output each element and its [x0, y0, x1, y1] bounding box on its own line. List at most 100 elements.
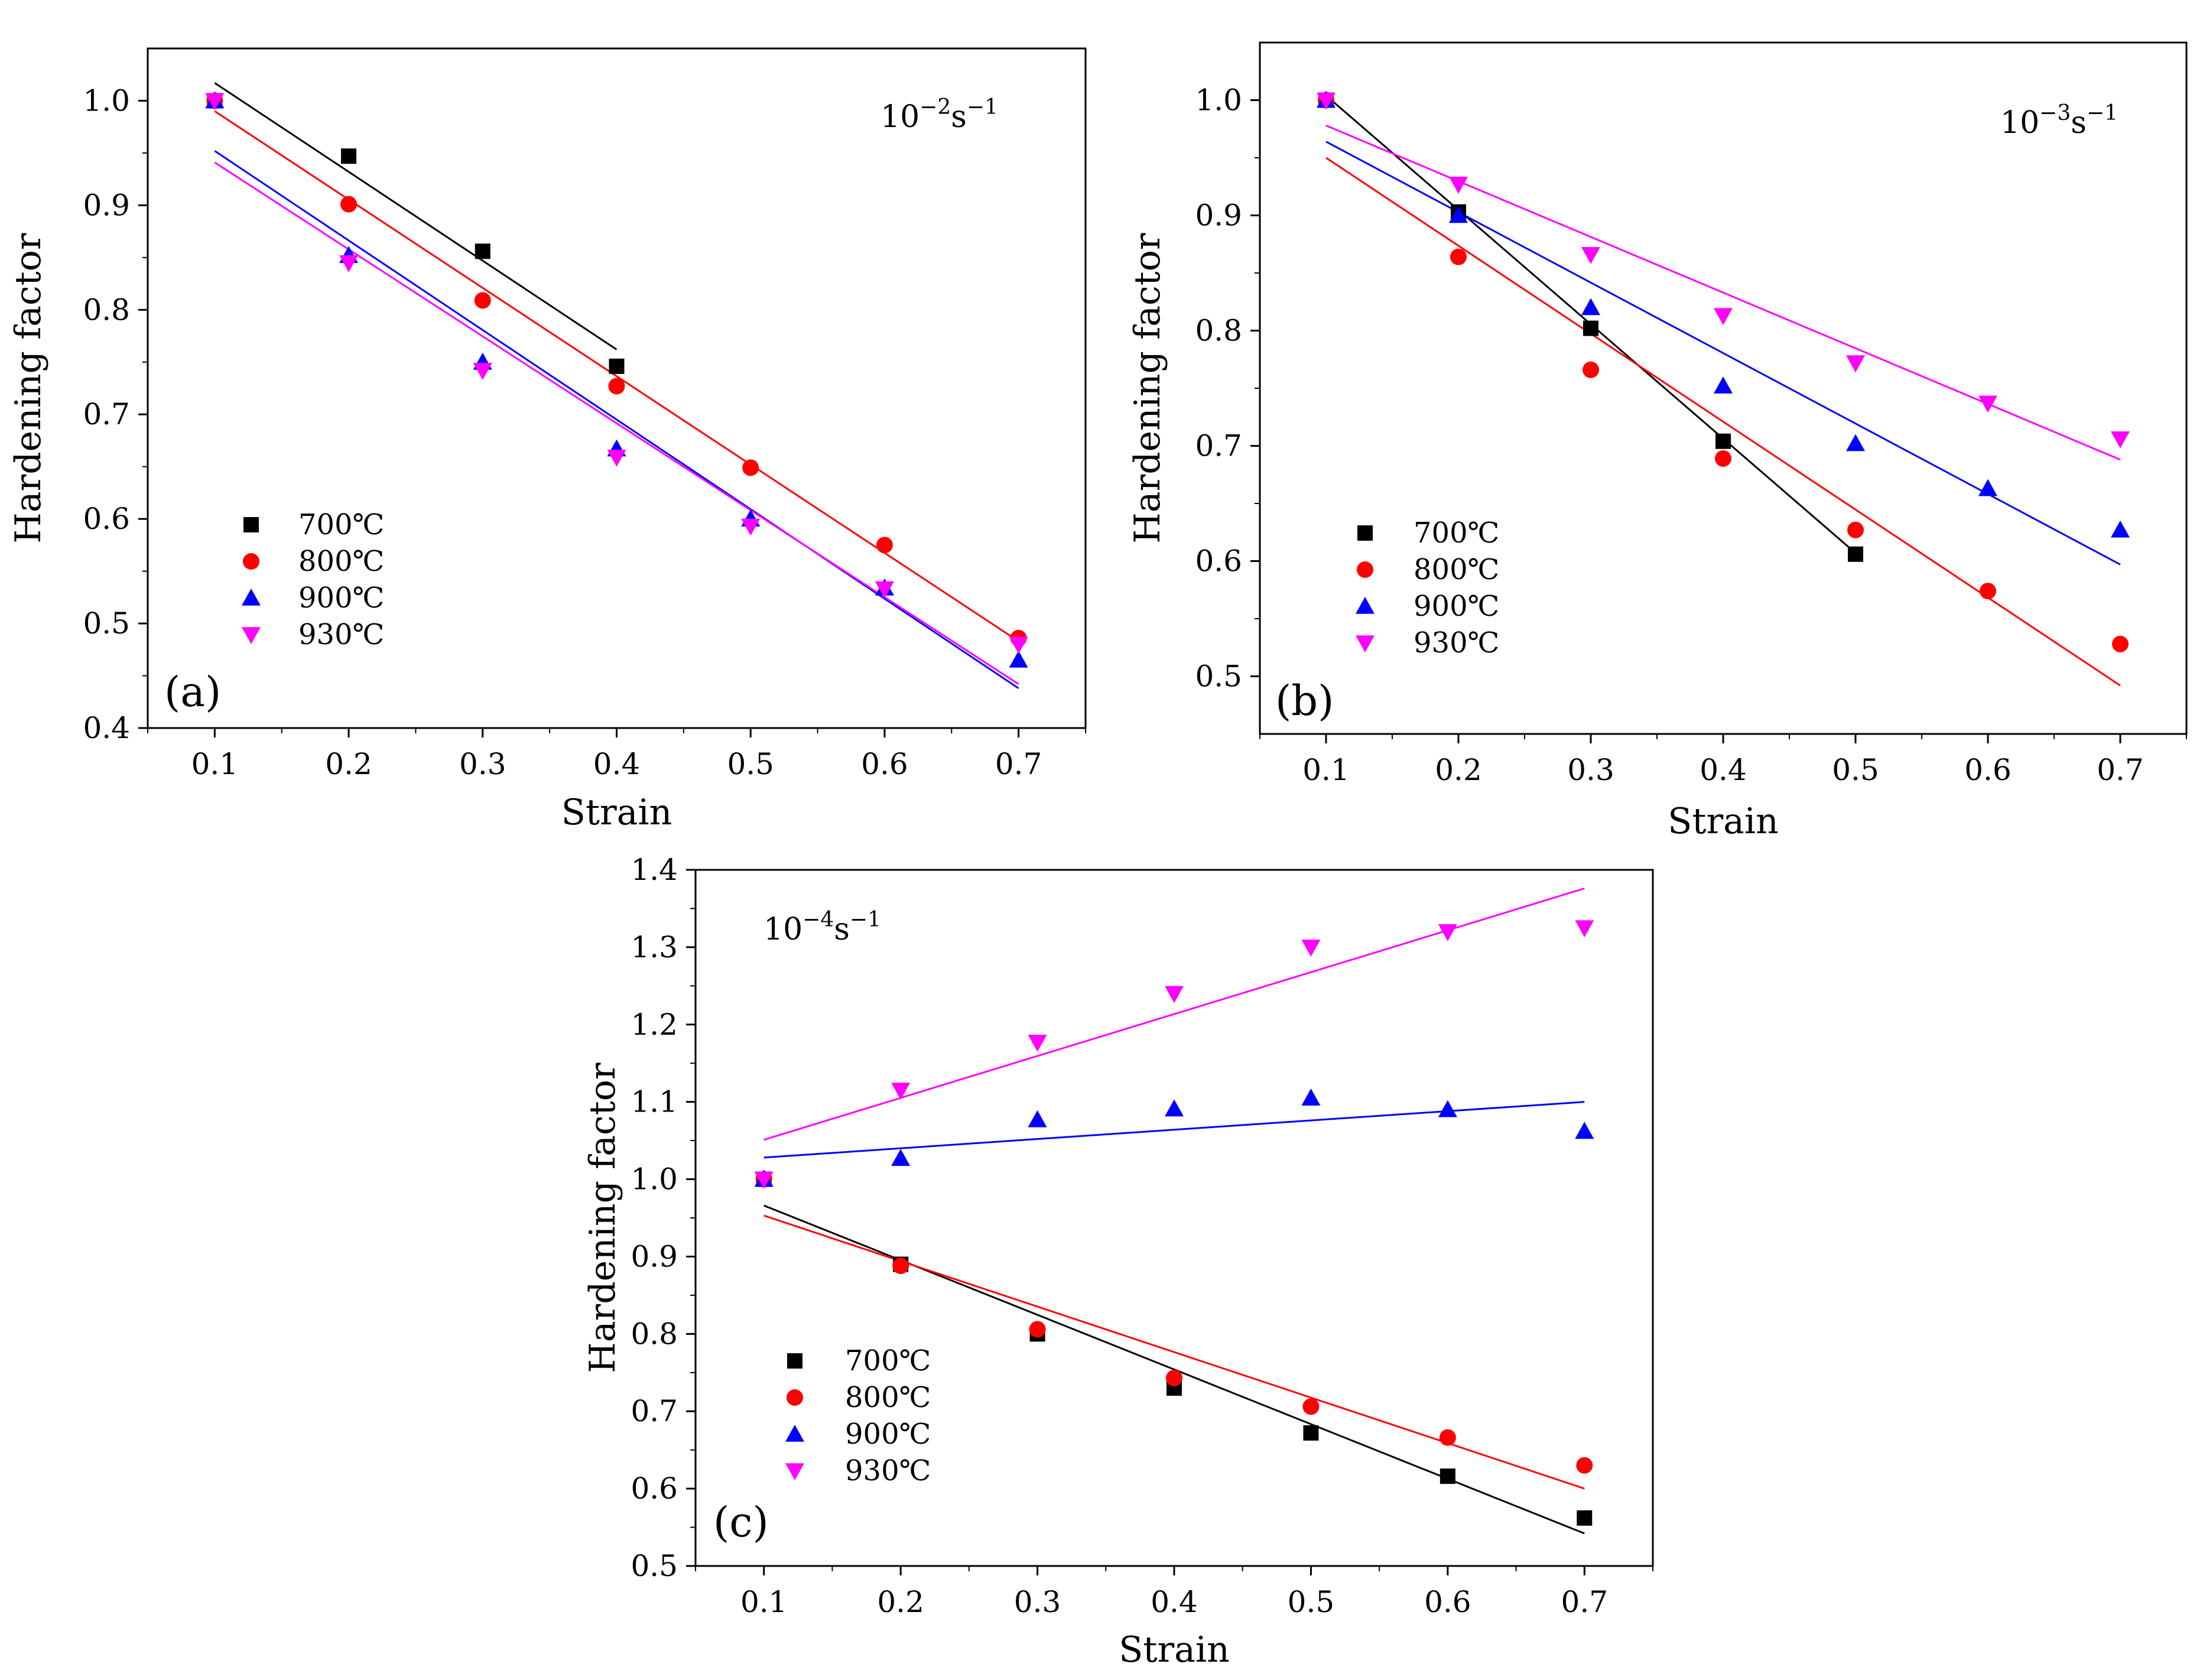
strain-rate-label: 10−2s−1: [880, 95, 998, 135]
y-axis-title: Hardening factor: [8, 233, 49, 543]
x-tick-label: 0.7: [995, 747, 1042, 781]
x-tick-label: 0.4: [1700, 753, 1747, 787]
data-point-3-0: [754, 1171, 774, 1189]
data-point-2-2: [1028, 1110, 1047, 1127]
legend-label-0: 700℃: [1414, 516, 1499, 550]
x-tick-label: 0.5: [727, 747, 774, 781]
x-tick-label: 0.3: [1567, 753, 1614, 787]
legend-label-3: 930℃: [298, 618, 384, 651]
data-point-3-3: [607, 449, 626, 467]
data-point-3-0: [205, 93, 225, 111]
data-point-1-1: [892, 1257, 909, 1275]
y-tick-label: 1.3: [631, 930, 678, 964]
data-point-3-3: [1714, 308, 1733, 326]
y-tick-label: 0.6: [631, 1471, 678, 1506]
data-point-0-4: [1848, 546, 1863, 562]
x-tick-label: 0.6: [861, 747, 908, 781]
y-tick-label: 0.9: [631, 1239, 678, 1273]
legend-label-1: 800℃: [298, 545, 384, 578]
y-tick-label: 0.6: [83, 502, 130, 536]
legend-marker-0: [1357, 525, 1373, 541]
legend-label-0: 700℃: [298, 508, 384, 541]
legend-marker-3: [242, 627, 261, 644]
legend-label-3: 930℃: [845, 1454, 931, 1487]
data-point-0-2: [475, 243, 490, 259]
data-point-2-5: [1438, 1100, 1457, 1117]
x-tick-label: 0.2: [1435, 753, 1482, 787]
data-point-2-6: [1575, 1122, 1594, 1139]
x-tick-label: 0.7: [1561, 1585, 1609, 1619]
y-tick-label: 0.7: [83, 397, 130, 431]
y-tick-label: 1.0: [83, 83, 130, 118]
data-point-1-4: [1847, 521, 1864, 538]
x-axis-title: Strain: [1119, 1629, 1230, 1671]
data-point-1-3: [1166, 1369, 1182, 1386]
data-point-3-2: [1028, 1035, 1047, 1052]
data-point-3-5: [875, 581, 894, 599]
legend-marker-0: [243, 517, 259, 532]
data-point-3-3: [1165, 986, 1184, 1003]
fit-line-3: [1325, 125, 2121, 461]
x-axis-title: Strain: [561, 792, 672, 833]
y-tick-label: 0.9: [1195, 199, 1242, 233]
data-point-1-4: [742, 459, 759, 476]
y-tick-label: 1.1: [631, 1085, 678, 1119]
chart-panel-0: 0.1 0.2 0.3 0.4 0.5 0.6 0.7 0.4 0.5 0.6 0.7 0.8 0.9 1…: [8, 47, 1087, 833]
y-tick-label: 0.9: [83, 188, 130, 222]
y-tick-label: 0.7: [631, 1394, 678, 1428]
data-point-3-6: [2111, 431, 2130, 449]
data-point-1-3: [608, 378, 625, 395]
data-point-2-5: [1978, 479, 1997, 496]
legend-marker-1: [787, 1389, 803, 1406]
data-point-3-5: [1978, 395, 1997, 413]
chart-panel-2: 0.1 0.2 0.3 0.4 0.5 0.6 0.7 0.5 0.6 0.7 0.8 0.9 1.0 1…: [582, 853, 1654, 1671]
data-point-1-3: [1715, 450, 1731, 467]
x-tick-label: 0.3: [459, 747, 506, 781]
data-point-3-6: [1575, 920, 1594, 938]
x-tick-label: 0.1: [1302, 753, 1350, 787]
data-point-2-1: [891, 1149, 911, 1166]
x-axis-title: Strain: [1668, 801, 1779, 842]
x-tick-label: 0.2: [325, 747, 372, 781]
data-point-2-6: [2111, 520, 2130, 538]
data-point-1-6: [1576, 1457, 1593, 1474]
data-point-1-1: [1450, 248, 1467, 265]
y-tick-label: 0.4: [83, 711, 130, 745]
data-point-3-1: [339, 255, 359, 272]
data-point-1-2: [1583, 361, 1599, 378]
data-point-2-1: [1449, 206, 1468, 223]
y-tick-label: 0.8: [1195, 314, 1242, 348]
chart-panel-1: 0.1 0.2 0.3 0.4 0.5 0.6 0.7 0.5 0.6 0.7 0.8 0.9 1.0 S…: [1127, 41, 2188, 842]
x-tick-label: 0.4: [593, 747, 641, 781]
x-tick-label: 0.1: [191, 747, 239, 781]
data-point-0-5: [1440, 1468, 1455, 1484]
legend-label-2: 900℃: [298, 581, 384, 615]
legend-label-0: 700℃: [845, 1344, 931, 1377]
data-point-3-6: [1009, 636, 1028, 654]
x-tick-label: 0.5: [1832, 753, 1879, 787]
data-point-0-6: [1577, 1510, 1593, 1526]
data-point-1-1: [340, 196, 358, 213]
data-point-2-3: [1165, 1099, 1184, 1117]
legend-marker-0: [787, 1353, 802, 1369]
data-point-3-1: [1449, 177, 1468, 194]
data-point-1-2: [1029, 1321, 1046, 1338]
strain-rate-label: 10−3s−1: [2000, 101, 2118, 141]
data-point-1-5: [1980, 583, 1996, 600]
x-tick-label: 0.4: [1151, 1585, 1198, 1619]
strain-rate-label: 10−4s−1: [763, 908, 881, 947]
panel-label: (b): [1275, 677, 1334, 725]
panel-label: (a): [164, 668, 221, 716]
legend-label-2: 900℃: [845, 1418, 931, 1451]
y-axis-title: Hardening factor: [1127, 233, 1168, 543]
legend-marker-3: [1356, 635, 1375, 652]
data-point-1-6: [2112, 635, 2129, 652]
y-tick-label: 1.0: [631, 1162, 678, 1197]
data-point-2-4: [1301, 1088, 1321, 1106]
data-point-2-2: [1581, 298, 1600, 316]
legend-marker-1: [243, 553, 259, 570]
data-point-3-2: [473, 363, 492, 380]
